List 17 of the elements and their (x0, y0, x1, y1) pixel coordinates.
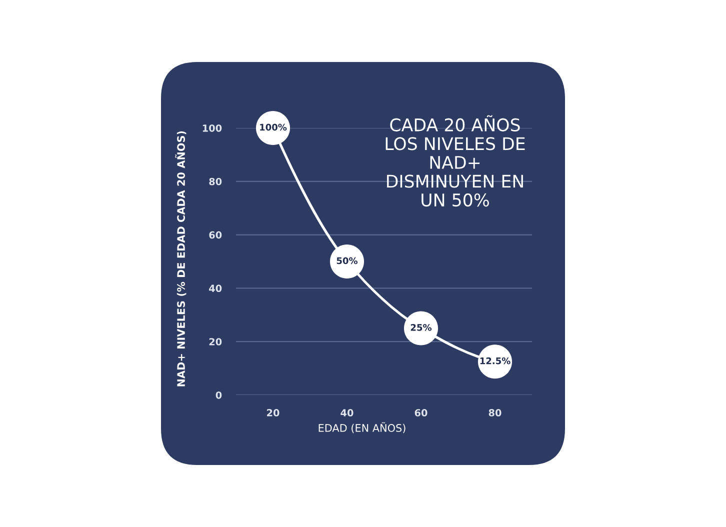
x-tick-label: 60 (414, 409, 428, 416)
annotation: CADA 20 AÑOS LOS NIVELES DE NAD+ DISMINUYEN EN UN 50% (386, 115, 525, 207)
data-label: 25% (410, 324, 432, 331)
x-tick-label: 20 (267, 409, 280, 416)
x-tick-label: 80 (488, 409, 502, 416)
data-label: 100% (260, 124, 287, 131)
data-label: 50% (336, 257, 358, 264)
y-tick-label: 80 (209, 178, 222, 186)
y-tick-label: 60 (209, 231, 222, 239)
y-tick-label: 40 (209, 284, 222, 292)
x-tick-label: 40 (340, 409, 354, 416)
y-tick-label: 0 (216, 391, 222, 399)
data-label: 12.5% (480, 357, 510, 364)
y-tick-label: 100 (202, 124, 222, 132)
x-axis-title: EDAD (EN AÑOS) (318, 422, 406, 434)
y-axis-title: NAD+ NIVELES (% DE EDAD CADA 20 AÑOS) (175, 131, 186, 386)
y-tick-label: 20 (209, 338, 222, 346)
